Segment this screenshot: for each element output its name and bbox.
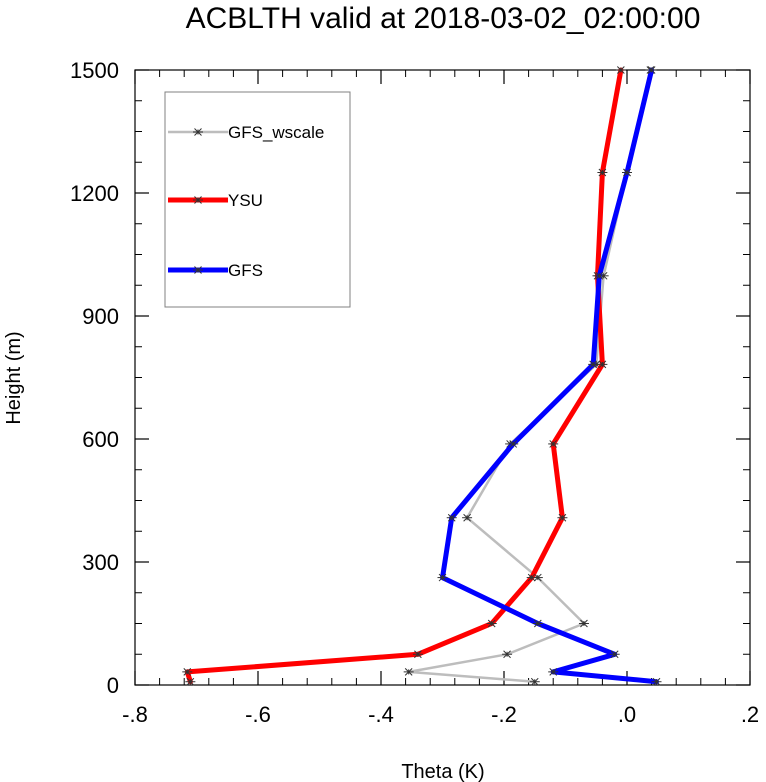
x-tick-label: .0 <box>618 702 636 727</box>
data-point-gfs <box>446 513 457 522</box>
legend-marker-ysu <box>193 196 203 204</box>
y-tick-label: 300 <box>82 550 119 575</box>
legend-entry-gfs: GFS <box>168 261 263 280</box>
y-tick-label: 1500 <box>70 58 119 83</box>
chart-title: ACBLTH valid at 2018-03-02_02:00:00 <box>186 2 701 35</box>
data-point-ysu <box>597 360 608 369</box>
y-tick-label: 600 <box>82 427 119 452</box>
data-point-gfs <box>609 650 620 659</box>
series-line-gfs-wscale <box>407 68 652 683</box>
data-point-ysu <box>412 650 423 659</box>
legend-marker-gfs-wscale <box>193 128 203 136</box>
x-tick-label: -.4 <box>368 702 394 727</box>
legend-label-gfs: GFS <box>228 261 263 280</box>
legend-label-ysu: YSU <box>228 191 263 210</box>
x-tick-label: -.8 <box>122 702 148 727</box>
major-ticks <box>134 69 751 686</box>
x-tick-label: .2 <box>741 702 759 727</box>
data-point-gfs-wscale <box>462 513 473 522</box>
data-point-gfs <box>594 271 605 280</box>
data-point-gfs-wscale <box>578 619 589 628</box>
data-point-ysu <box>597 168 608 177</box>
y-tick-label: 900 <box>82 304 119 329</box>
x-tick-labels: -.8 -.6 -.4 -.2 .0 .2 <box>122 702 759 727</box>
series-gfs-wscale <box>403 66 656 686</box>
legend-entries: GFS_wscale YSU GFS <box>168 123 324 280</box>
data-point-gfs <box>508 440 519 448</box>
y-tick-label: 1200 <box>70 181 119 206</box>
data-point-gfs-wscale <box>403 668 414 676</box>
series-layer <box>182 66 662 686</box>
legend-label-gfs-wscale: GFS_wscale <box>228 123 324 142</box>
data-point-ysu <box>182 668 193 676</box>
minor-ticks <box>135 70 750 685</box>
y-axis-title: Height (m) <box>3 331 25 424</box>
data-point-gfs-wscale <box>502 650 513 659</box>
data-point-gfs <box>437 573 448 582</box>
x-axis-title: Theta (K) <box>401 761 484 782</box>
data-point-ysu <box>526 573 537 582</box>
data-point-ysu <box>557 513 568 522</box>
y-tick-labels: 0 300 600 900 1200 1500 <box>70 58 119 698</box>
legend: GFS_wscale YSU GFS <box>164 91 351 308</box>
series-gfs <box>437 66 662 686</box>
legend-entry-ysu: YSU <box>168 191 263 210</box>
legend-entry-gfs-wscale: GFS_wscale <box>168 123 324 142</box>
x-tick-label: -.2 <box>491 702 517 727</box>
data-point-ysu <box>548 440 559 448</box>
data-point-gfs <box>646 66 657 74</box>
x-tick-label: -.6 <box>245 702 271 727</box>
data-point-gfs <box>588 360 599 369</box>
series-ysu <box>182 66 626 686</box>
data-point-ysu <box>486 619 497 628</box>
data-point-gfs-wscale <box>529 677 540 686</box>
data-point-ysu <box>615 66 626 74</box>
plot-area: -.8 -.6 -.4 -.2 .0 .2 0 300 600 900 1200 1500 <box>70 58 759 727</box>
data-point-gfs <box>532 619 543 628</box>
y-tick-label: 0 <box>107 673 119 698</box>
data-point-gfs <box>622 168 632 177</box>
legend-marker-gfs <box>193 266 203 274</box>
data-point-gfs <box>651 677 662 686</box>
data-point-ysu <box>185 677 196 686</box>
data-point-gfs <box>548 668 559 676</box>
